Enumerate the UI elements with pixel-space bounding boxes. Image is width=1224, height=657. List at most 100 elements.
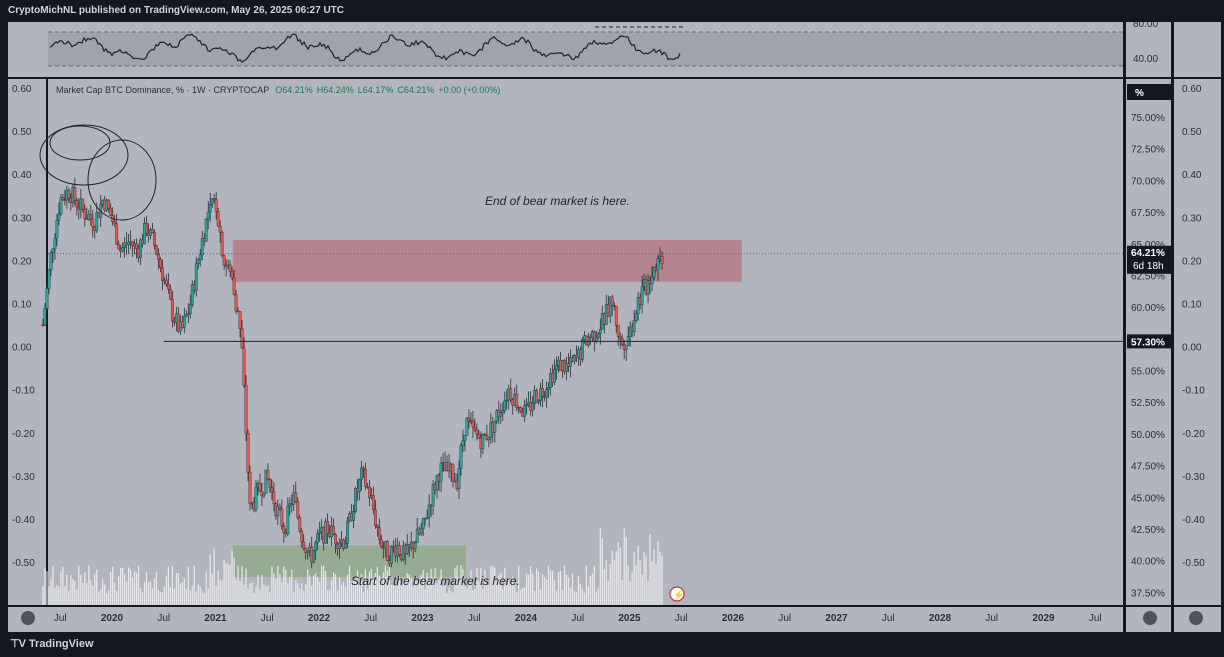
volume-bar [74, 580, 76, 605]
volume-bar [348, 565, 351, 605]
time-axis[interactable]: Jul 2020 Jul 2021 Jul 2022 Jul 2023 Jul 2024 Jul 20… [54, 613, 1102, 624]
indicator-tick-80: 80.00 [1133, 22, 1158, 30]
candle-body [580, 338, 584, 360]
volume-bar [472, 590, 474, 605]
drawing-circle-3 [87, 139, 157, 221]
candle-body [553, 369, 556, 383]
volume-bar [462, 569, 464, 605]
candle-body [501, 410, 505, 413]
candle-body [244, 385, 248, 434]
candle-body [109, 207, 113, 216]
candle-body [421, 518, 425, 530]
volume-bar [257, 575, 259, 605]
volume-bar [90, 579, 92, 605]
volume-bar [329, 589, 331, 605]
candle-body [377, 527, 381, 540]
candle-body [537, 400, 541, 403]
volume-bar [506, 581, 508, 605]
left-settings-button[interactable] [21, 611, 35, 625]
volume-bar [48, 586, 50, 605]
candle-body [190, 284, 194, 305]
volume-bar [466, 588, 468, 605]
volume-bar [532, 573, 534, 605]
volume-bar [72, 579, 74, 605]
volume-bar [420, 574, 422, 605]
volume-bar [631, 572, 633, 605]
volume-bar [635, 565, 637, 605]
volume-bar [629, 581, 631, 605]
candle-body [338, 542, 341, 549]
volume-bar [291, 569, 293, 605]
volume-bar [408, 573, 410, 605]
volume-bar [563, 565, 566, 605]
volume-bar [163, 586, 166, 605]
volume-bar [98, 592, 100, 605]
right-axis[interactable]: 75.00% 72.50% 70.00% 67.50% 65.00% 62.50% 60.0… [1131, 113, 1165, 599]
volume-bar [62, 567, 64, 605]
left-tick: 0.10 [12, 300, 32, 311]
candle-body [254, 486, 258, 510]
candle-body [182, 315, 186, 328]
candle-body [312, 550, 316, 563]
volume-bar [241, 565, 243, 605]
volume-bar [593, 565, 595, 605]
volume-bar [265, 586, 267, 605]
volume-bar [536, 568, 538, 605]
volume-bar [649, 534, 651, 605]
volume-bar [398, 575, 400, 605]
right-tick: 72.50% [1131, 145, 1165, 156]
candle-body [157, 254, 160, 260]
volume-bar [245, 568, 247, 605]
volume-bar [237, 565, 239, 605]
volume-bar [571, 573, 574, 605]
volume-bar [283, 566, 285, 605]
volume-bar [424, 589, 426, 605]
volume-bar [338, 577, 341, 605]
right-tick: 50.00% [1131, 430, 1165, 441]
volume-bar [175, 573, 177, 605]
volume-bar [68, 590, 70, 605]
candle-body [258, 483, 262, 492]
candle-body [135, 243, 138, 249]
volume-bar [327, 590, 329, 605]
event-flag-icon[interactable] [669, 586, 685, 602]
volume-bar [195, 591, 197, 605]
candle-body [270, 487, 274, 493]
candle-body [186, 313, 190, 315]
volume-bar [528, 574, 530, 605]
candle-body [413, 542, 417, 549]
volume-bar [161, 592, 164, 605]
axis-settings-button[interactable] [1143, 611, 1157, 625]
chart-settings-button[interactable] [1189, 611, 1203, 625]
volume-bar [84, 572, 86, 605]
volume-bar [56, 585, 58, 605]
candle-body [212, 198, 216, 200]
volume-bar [334, 574, 337, 605]
candle-body [300, 530, 304, 543]
volume-bar [80, 575, 82, 605]
volume-bar [482, 588, 484, 605]
chart-svg[interactable]: 80.00 40.00 Market Cap BTC Dominance, % … [0, 22, 1224, 632]
volume-bar [498, 575, 500, 605]
candle-body [75, 200, 79, 208]
volume-bar [151, 588, 154, 605]
candle-body [505, 399, 509, 402]
candle-body [596, 333, 600, 338]
volume-bar [125, 581, 128, 605]
percent-scale-button[interactable] [1127, 84, 1171, 100]
volume-bar [364, 568, 367, 605]
candle-body [632, 320, 636, 332]
volume-bar [110, 571, 112, 605]
candle-body [67, 190, 71, 199]
candle-body [415, 528, 419, 544]
volume-bar [394, 586, 396, 605]
x-tick: 2028 [929, 613, 952, 624]
candle-body [266, 469, 270, 480]
x-tick: Jul [364, 613, 377, 624]
candle-body [523, 405, 527, 417]
volume-bar [639, 560, 641, 605]
candle-body [461, 440, 465, 446]
right-tick: 47.50% [1131, 462, 1165, 473]
candle-body [63, 199, 67, 201]
volume-bar [609, 564, 611, 605]
